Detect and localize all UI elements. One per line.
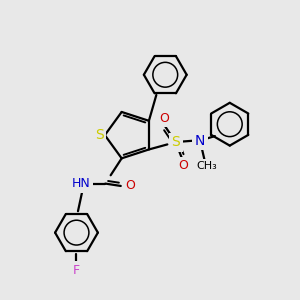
Text: CH₃: CH₃ — [196, 161, 217, 171]
Text: F: F — [73, 264, 80, 277]
Text: O: O — [178, 159, 188, 172]
Text: O: O — [125, 179, 135, 193]
Text: HN: HN — [72, 177, 91, 190]
Text: S: S — [171, 135, 180, 149]
Text: O: O — [159, 112, 169, 125]
Text: N: N — [195, 134, 205, 148]
Text: S: S — [95, 128, 104, 142]
